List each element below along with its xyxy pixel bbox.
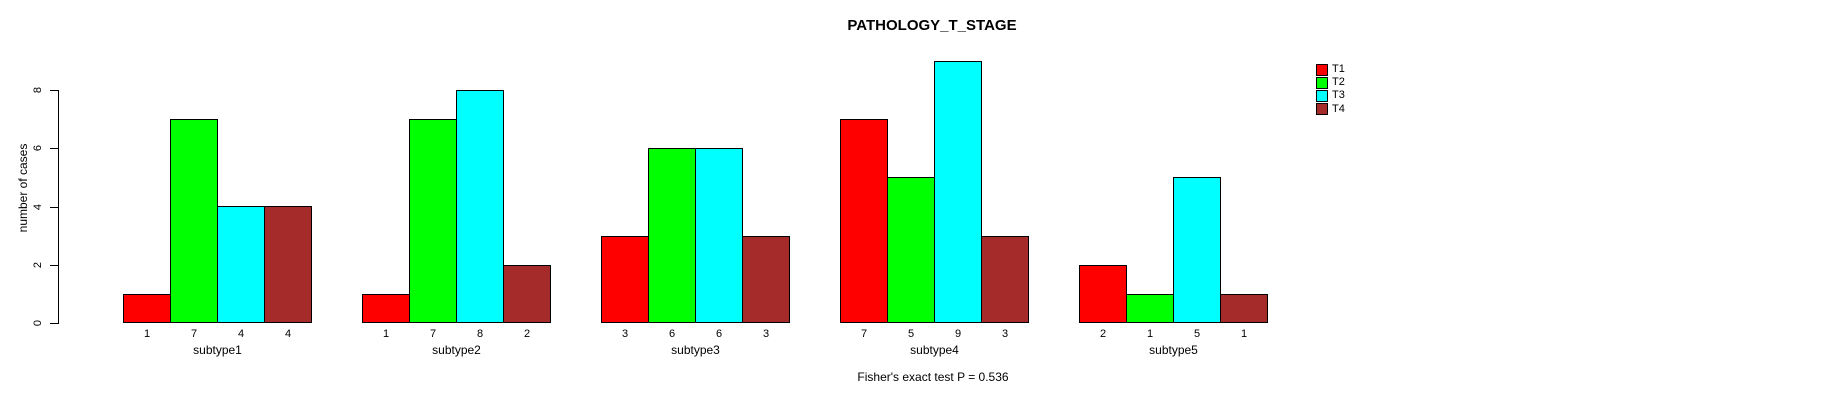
legend-label-T3: T3: [1332, 89, 1345, 102]
bar-value-label-T2-subtype1: 7: [190, 328, 198, 340]
y-axis-tick-label: 8: [32, 86, 44, 94]
bar-T2-subtype4: [887, 177, 935, 323]
bar-T4-subtype5: [1220, 294, 1268, 323]
legend-item-T4: T4: [1316, 103, 1345, 116]
category-label-subtype3: subtype3: [671, 343, 720, 357]
bar-T2-subtype5: [1126, 294, 1174, 323]
category-label-subtype5: subtype5: [1149, 343, 1198, 357]
legend-label-T2: T2: [1332, 76, 1345, 89]
y-axis-tick: [50, 148, 58, 150]
y-axis-tick: [50, 323, 58, 324]
bar-T3-subtype2: [456, 90, 504, 323]
legend-item-T3: T3: [1316, 89, 1345, 102]
bar-T1-subtype1: [123, 294, 171, 323]
legend-swatch-T1: [1316, 63, 1328, 76]
bar-T3-subtype3: [695, 148, 743, 323]
bar-value-label-T1-subtype1: 1: [143, 328, 151, 340]
bar-value-label-T1-subtype2: 1: [382, 328, 390, 340]
bar-value-label-T3-subtype5: 5: [1193, 328, 1201, 340]
bar-value-label-T4-subtype1: 4: [284, 328, 292, 340]
bar-value-label-T1-subtype4: 7: [860, 328, 868, 340]
bar-T4-subtype1: [264, 206, 312, 323]
bar-value-label-T4-subtype2: 2: [523, 328, 531, 340]
bar-T1-subtype4: [840, 119, 888, 323]
bar-T1-subtype5: [1079, 265, 1127, 323]
bar-T4-subtype4: [981, 236, 1029, 323]
y-axis-tick: [50, 264, 58, 266]
bar-T3-subtype5: [1173, 177, 1221, 323]
bar-value-label-T1-subtype5: 2: [1099, 328, 1107, 340]
bar-value-label-T2-subtype4: 5: [907, 328, 915, 340]
legend: T1 T2 T3 T4: [1316, 63, 1345, 116]
bar-T3-subtype1: [217, 206, 265, 323]
bar-T1-subtype3: [601, 236, 649, 323]
bar-value-label-T3-subtype4: 9: [954, 328, 962, 340]
fisher-test-annotation: Fisher's exact test P = 0.536: [857, 370, 1009, 384]
bar-T2-subtype2: [409, 119, 457, 323]
bar-value-label-T3-subtype1: 4: [237, 328, 245, 340]
legend-label-T1: T1: [1332, 63, 1345, 76]
y-axis-tick: [50, 90, 58, 91]
legend-swatch-T3: [1316, 89, 1328, 102]
category-label-subtype4: subtype4: [910, 343, 959, 357]
y-axis-tick: [50, 206, 58, 208]
bar-value-label-T4-subtype5: 1: [1240, 328, 1248, 340]
bar-T1-subtype2: [362, 294, 410, 323]
bar-value-label-T3-subtype2: 8: [476, 328, 484, 340]
bar-T4-subtype3: [742, 236, 790, 323]
y-axis-line: [58, 90, 59, 324]
bar-value-label-T3-subtype3: 6: [715, 328, 723, 340]
bar-value-label-T2-subtype2: 7: [429, 328, 437, 340]
legend-swatch-T2: [1316, 76, 1328, 89]
bar-value-label-T1-subtype3: 3: [621, 328, 629, 340]
bar-T2-subtype1: [170, 119, 218, 323]
category-label-subtype1: subtype1: [193, 343, 242, 357]
bar-value-label-T4-subtype3: 3: [762, 328, 770, 340]
legend-label-T4: T4: [1332, 102, 1345, 115]
y-axis-tick-label: 0: [32, 319, 44, 327]
chart-title: PATHOLOGY_T_STAGE: [847, 17, 1017, 34]
bar-value-label-T2-subtype3: 6: [668, 328, 676, 340]
bar-T3-subtype4: [934, 61, 982, 323]
legend-swatch-T4: [1316, 103, 1328, 116]
legend-item-T2: T2: [1316, 76, 1345, 89]
bar-value-label-T2-subtype5: 1: [1146, 328, 1154, 340]
bar-value-label-T4-subtype4: 3: [1001, 328, 1009, 340]
bar-T2-subtype3: [648, 148, 696, 323]
legend-item-T1: T1: [1316, 63, 1345, 76]
bar-T4-subtype2: [503, 265, 551, 323]
y-axis-tick-label: 4: [32, 203, 44, 210]
category-label-subtype2: subtype2: [432, 343, 481, 357]
y-axis-tick-label: 6: [32, 145, 44, 152]
y-axis-tick-label: 2: [32, 261, 44, 268]
